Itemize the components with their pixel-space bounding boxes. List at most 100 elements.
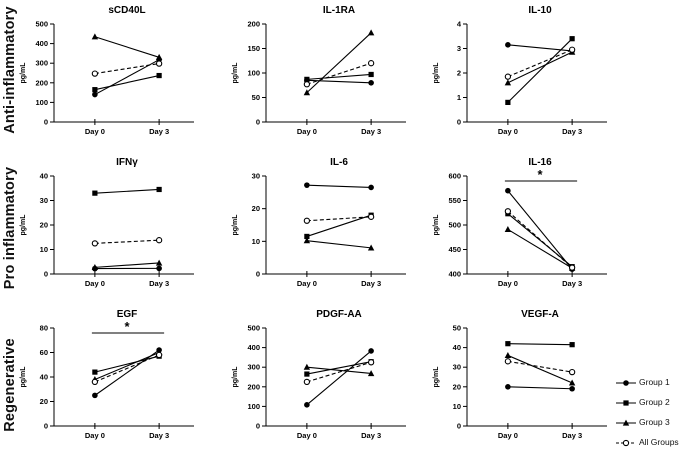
series-line-group-1 bbox=[306, 350, 372, 406]
x-tick-label: Day 0 bbox=[297, 431, 317, 440]
y-tick-label: 60 bbox=[40, 348, 48, 357]
y-tick-label: 30 bbox=[453, 363, 461, 372]
y-tick-label: 10 bbox=[453, 402, 461, 411]
y-axis-label: pg/mL bbox=[20, 366, 27, 388]
y-tick-label: 50 bbox=[252, 93, 260, 102]
chart-il-1ra: IL-1RA 0 50 100 150 200 Day 0 Day 3 pg/mL bbox=[226, 0, 426, 150]
series-line-all-groups bbox=[507, 210, 573, 269]
y-tick-label: 30 bbox=[252, 172, 260, 181]
marker-circle-open bbox=[303, 81, 311, 88]
legend-item-group-2: Group 2 bbox=[616, 392, 685, 412]
series-line-all-groups bbox=[306, 216, 372, 222]
chart-canvas: IFNγ 0 10 20 30 40 Day 0 Day 3 pg/mL bbox=[20, 157, 194, 288]
y-tick-label: 0 bbox=[457, 118, 461, 127]
marker-circle-filled bbox=[569, 385, 575, 392]
y-tick-label: 10 bbox=[40, 245, 48, 254]
series-line-group-3 bbox=[507, 354, 573, 384]
y-tick-label: 0 bbox=[256, 422, 260, 431]
y-axis-label: pg/mL bbox=[433, 366, 440, 388]
marker-square-filled bbox=[156, 72, 162, 79]
marker-circle-open bbox=[504, 358, 512, 365]
series-line-group-3 bbox=[306, 32, 372, 94]
y-tick-label: 450 bbox=[448, 245, 461, 254]
y-tick-label: 40 bbox=[453, 343, 461, 352]
y-axis-label: pg/mL bbox=[433, 214, 440, 236]
chart-title: IL-16 bbox=[528, 157, 552, 168]
y-tick-label: 500 bbox=[35, 20, 48, 29]
chart-canvas: IL-10 0 1 2 3 4 Day 0 Day 3 pg/mL bbox=[433, 5, 607, 136]
y-axis-label: pg/mL bbox=[433, 62, 440, 84]
y-tick-label: 300 bbox=[35, 59, 48, 68]
x-tick-label: Day 0 bbox=[297, 127, 317, 136]
y-tick-label: 100 bbox=[247, 69, 260, 78]
y-tick-label: 300 bbox=[247, 363, 260, 372]
y-tick-label: 80 bbox=[40, 324, 48, 333]
chart-canvas: EGF* 0 20 40 60 80 Day 0 Day 3 pg/mL bbox=[20, 309, 194, 440]
marker-triangle-filled bbox=[367, 244, 375, 251]
y-tick-label: 150 bbox=[247, 44, 260, 53]
chart-title: sCD40L bbox=[108, 5, 145, 16]
series-line-group-2 bbox=[94, 188, 160, 194]
marker-circle-open bbox=[367, 213, 375, 220]
y-tick-label: 0 bbox=[44, 270, 48, 279]
marker-triangle-filled bbox=[367, 29, 375, 36]
y-tick-label: 100 bbox=[247, 402, 260, 411]
series-line-all-groups bbox=[507, 49, 573, 78]
y-tick-label: 20 bbox=[252, 204, 260, 213]
y-tick-label: 50 bbox=[453, 324, 461, 333]
chart-scd40l: sCD40L 0 100 200 300 400 500 Day 0 Day 3 pg/mL bbox=[14, 0, 214, 150]
marker-square-filled bbox=[156, 186, 162, 193]
y-axis-label: pg/mL bbox=[20, 214, 27, 236]
y-tick-label: 40 bbox=[40, 172, 48, 181]
marker-square-filled bbox=[92, 190, 98, 196]
marker-triangle-filled bbox=[303, 363, 311, 370]
series-line-all-groups bbox=[306, 361, 372, 383]
series-line-group-1 bbox=[306, 79, 372, 84]
marker-triangle-filled bbox=[504, 352, 512, 359]
marker-triangle-filled bbox=[303, 237, 311, 244]
marker-circle-open bbox=[91, 240, 99, 247]
series-line-all-groups bbox=[507, 360, 573, 373]
series-line-all-groups bbox=[306, 62, 372, 85]
series-line-group-2 bbox=[94, 75, 160, 91]
x-tick-label: Day 3 bbox=[361, 127, 381, 136]
chart-title: VEGF-A bbox=[521, 309, 559, 320]
legend-label: All Groups bbox=[639, 437, 679, 447]
marker-circle-filled bbox=[156, 265, 162, 272]
series-line-group-1 bbox=[306, 184, 372, 188]
marker-circle-filled bbox=[623, 380, 629, 386]
y-tick-label: 1 bbox=[457, 93, 461, 102]
y-tick-label: 200 bbox=[247, 382, 260, 391]
marker-triangle-filled bbox=[568, 379, 576, 386]
y-tick-label: 4 bbox=[457, 20, 462, 29]
chart-title: PDGF-AA bbox=[316, 309, 362, 320]
chart-ifn-gamma: IFNγ 0 10 20 30 40 Day 0 Day 3 pg/mL bbox=[14, 152, 214, 302]
y-tick-label: 500 bbox=[247, 324, 260, 333]
marker-circle-filled bbox=[368, 348, 374, 354]
series-line-group-2 bbox=[507, 213, 573, 268]
legend-icon-canvas bbox=[616, 400, 636, 406]
y-tick-label: 400 bbox=[448, 270, 461, 279]
chart-il-16: IL-16 * 400 450 500 550 600 Day 0 Day 3 pg/mL bbox=[427, 152, 627, 302]
legend-item-all-groups: All Groups bbox=[616, 432, 685, 452]
significance-star: * bbox=[124, 319, 130, 334]
x-tick-label: Day 3 bbox=[562, 127, 582, 136]
marker-circle-open bbox=[155, 351, 163, 359]
legend: Group 1 Group 2 Group 3 All Groups bbox=[616, 372, 685, 452]
y-tick-label: 0 bbox=[44, 422, 48, 431]
series-line-all-groups bbox=[94, 239, 160, 244]
y-tick-label: 30 bbox=[40, 196, 48, 205]
marker-circle-filled bbox=[368, 184, 374, 191]
chart-canvas: IL-1RA 0 50 100 150 200 Day 0 Day 3 pg/mL bbox=[232, 5, 406, 136]
marker-square-filled bbox=[505, 341, 511, 347]
series-line-group-3 bbox=[306, 240, 372, 249]
legend-item-group-3: Group 3 bbox=[616, 412, 685, 432]
legend-item-group-1: Group 1 bbox=[616, 372, 685, 392]
series-line-group-3 bbox=[94, 262, 160, 268]
y-tick-label: 2 bbox=[457, 69, 461, 78]
series-line-group-2 bbox=[94, 355, 160, 373]
marker-circle-open bbox=[504, 208, 512, 215]
marker-triangle-filled bbox=[367, 370, 375, 377]
y-axis-label: pg/mL bbox=[232, 366, 239, 388]
x-tick-label: Day 0 bbox=[85, 431, 105, 440]
